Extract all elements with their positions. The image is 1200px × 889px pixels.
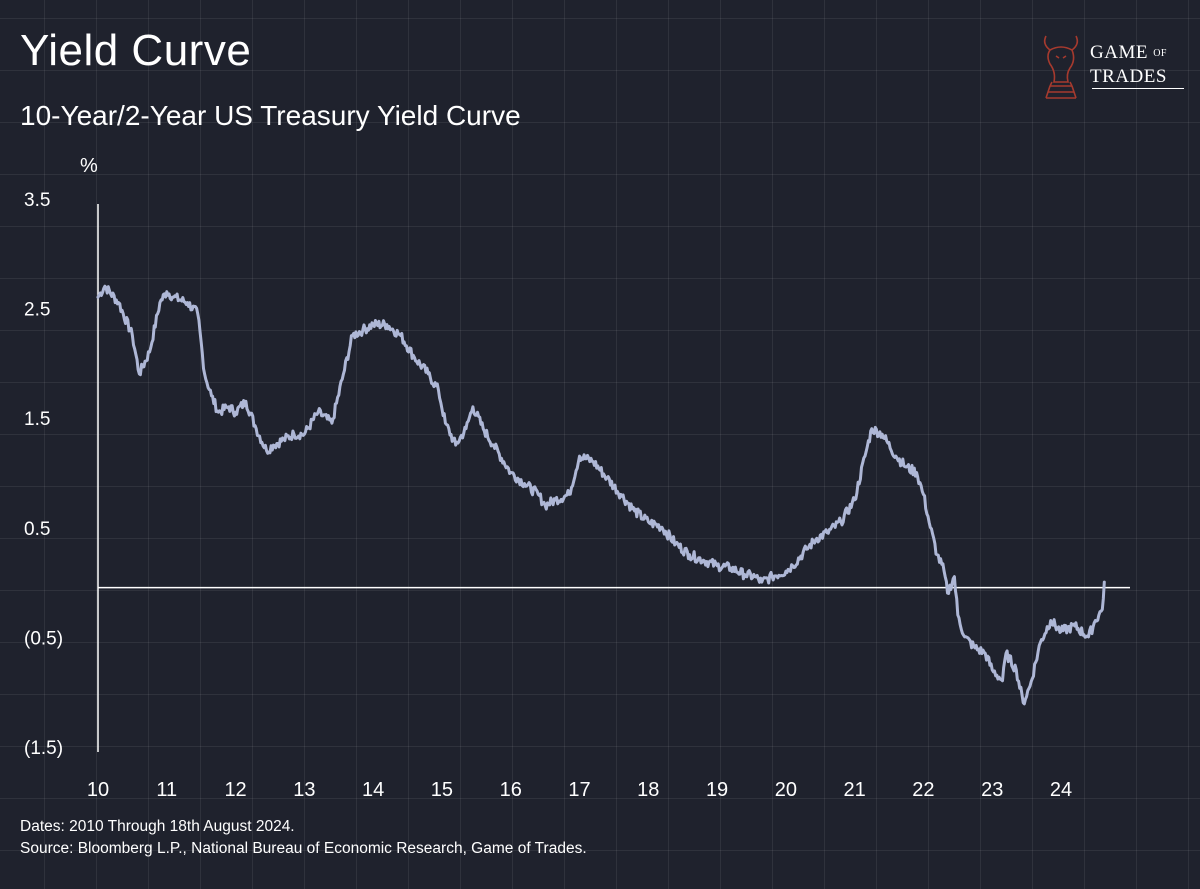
yield-spread-series-line: [96, 284, 1106, 706]
x-tick-label: 22: [912, 779, 934, 801]
logo-underline: [1092, 88, 1184, 89]
logo-word-trades: TRADES: [1090, 66, 1167, 87]
y-axis-unit-label: %: [80, 155, 98, 177]
bull-knight-chess-icon: [1043, 35, 1079, 99]
x-tick-label: 11: [156, 779, 177, 801]
x-tick-label: 21: [844, 779, 866, 801]
game-of-trades-logo: GAME OF TRADES: [1036, 30, 1186, 104]
x-tick-label: 24: [1050, 779, 1072, 801]
y-tick-label: (0.5): [24, 628, 63, 649]
footer-source-note: Source: Bloomberg L.P., National Bureau …: [20, 840, 587, 857]
y-tick-label: 3.5: [24, 190, 50, 211]
y-axis-ticks: 3.5 2.5 1.5 0.5 (0.5) (1.5): [24, 190, 63, 759]
x-tick-label: 15: [431, 779, 453, 801]
y-tick-label: (1.5): [24, 738, 63, 759]
footer-dates-note: Dates: 2010 Through 18th August 2024.: [20, 818, 295, 835]
x-tick-label: 13: [293, 779, 315, 801]
x-tick-label: 17: [568, 779, 590, 801]
x-axis-ticks: 10 11 12 13 14 15 16 17 18 19 20 21 22 23 24: [87, 779, 1072, 801]
chart-title: Yield Curve: [20, 26, 252, 75]
x-tick-label: 23: [981, 779, 1003, 801]
y-tick-label: 1.5: [24, 409, 50, 430]
chart-subtitle: 10-Year/2-Year US Treasury Yield Curve: [20, 100, 521, 131]
x-tick-label: 19: [706, 779, 728, 801]
x-tick-label: 16: [500, 779, 522, 801]
y-tick-label: 2.5: [24, 300, 50, 321]
x-tick-label: 14: [362, 779, 384, 801]
logo-word-game: GAME OF: [1090, 42, 1167, 63]
x-tick-label: 12: [224, 779, 246, 801]
x-tick-label: 10: [87, 779, 109, 801]
y-tick-label: 0.5: [24, 519, 50, 540]
x-tick-label: 18: [637, 779, 659, 801]
x-tick-label: 20: [775, 779, 797, 801]
